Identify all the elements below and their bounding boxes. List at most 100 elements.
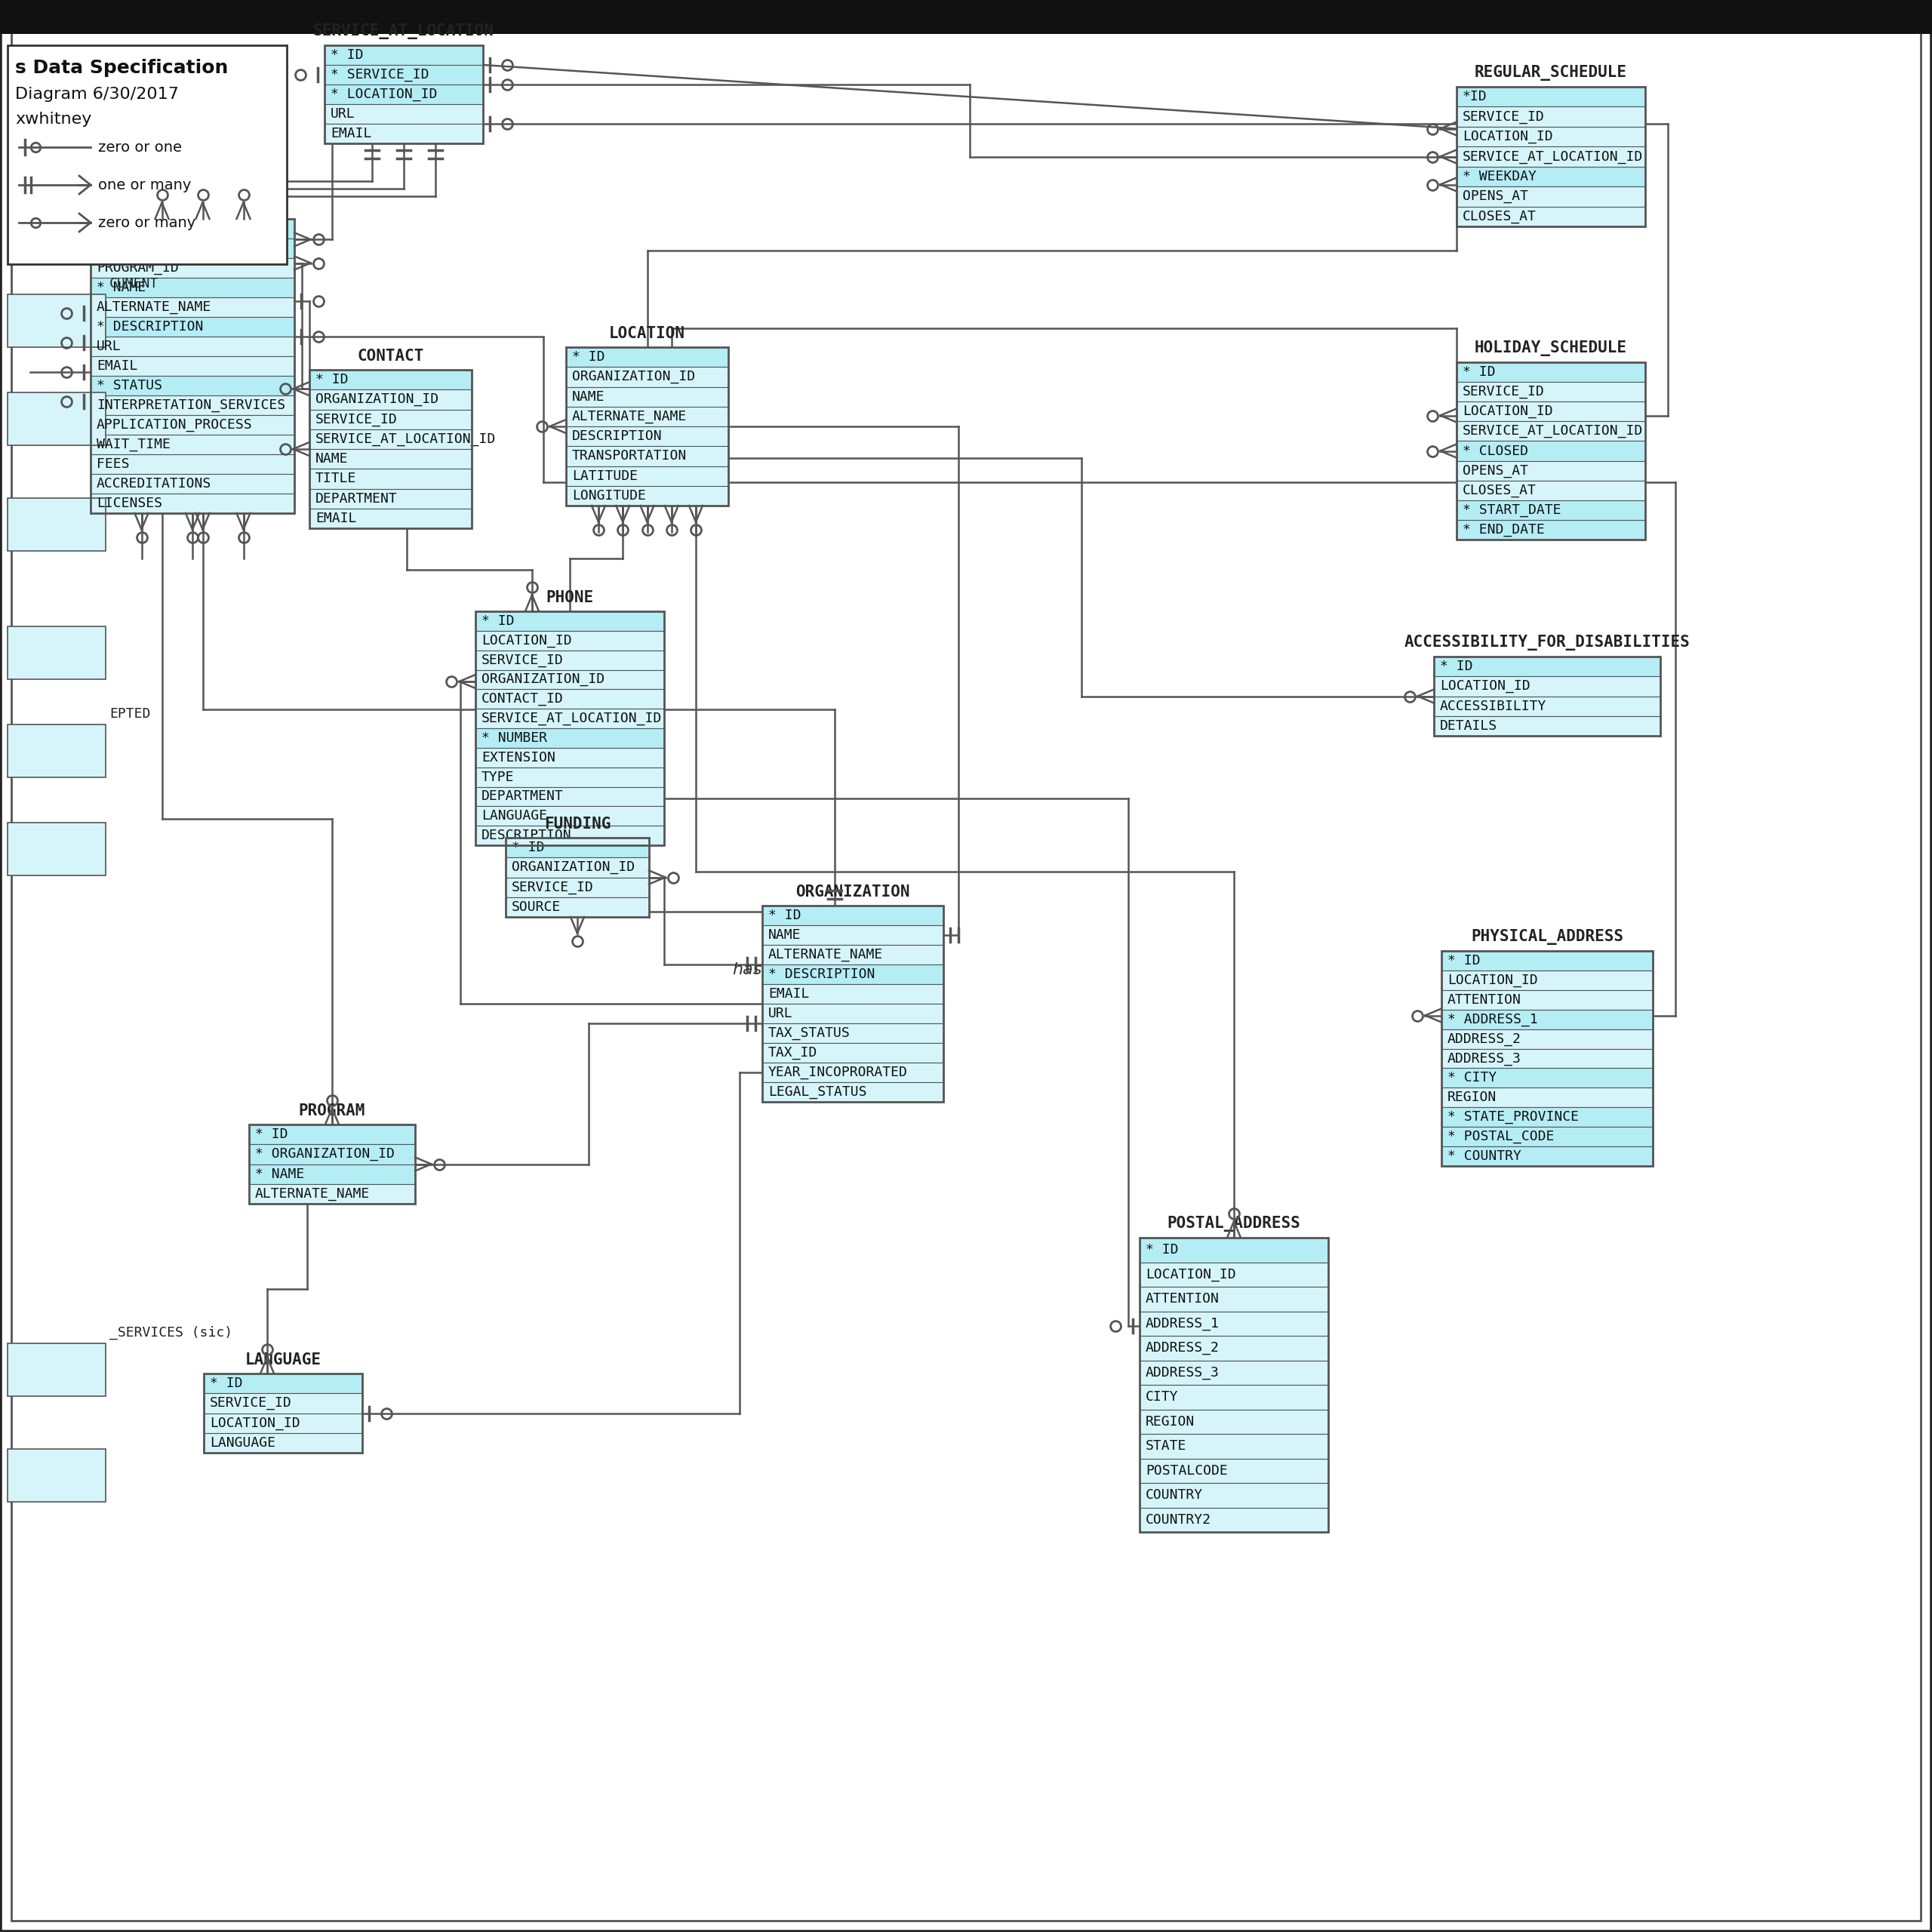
Bar — [475, 825, 665, 846]
Bar — [91, 355, 294, 377]
Bar — [763, 945, 943, 964]
Text: NAME: NAME — [769, 927, 802, 943]
Text: SERVICE_AT_LOCATION_ID: SERVICE_AT_LOCATION_ID — [481, 711, 663, 724]
Text: DETAILS: DETAILS — [1439, 719, 1497, 732]
Bar — [8, 1343, 106, 1397]
Text: * START_DATE: * START_DATE — [1463, 502, 1561, 518]
Bar — [1441, 951, 1652, 970]
Text: ORGANIZATION_ID: ORGANIZATION_ID — [512, 860, 636, 873]
Text: * ID: * ID — [1146, 1242, 1179, 1256]
Bar — [1441, 1107, 1652, 1126]
Bar — [763, 1005, 943, 1024]
Text: xwhitney: xwhitney — [15, 112, 91, 128]
Text: * ID: * ID — [481, 614, 514, 628]
Text: *ID: *ID — [1463, 91, 1488, 104]
Bar — [1140, 1238, 1329, 1532]
Bar — [1457, 106, 1646, 128]
Bar — [1441, 1049, 1652, 1068]
Text: TRANSPORTATION: TRANSPORTATION — [572, 450, 688, 464]
Bar — [475, 651, 665, 670]
Bar — [1457, 481, 1646, 500]
Bar — [763, 1043, 943, 1063]
Text: LANGUAGE: LANGUAGE — [245, 1352, 321, 1368]
Bar — [249, 1144, 415, 1165]
Bar — [1434, 676, 1660, 696]
Bar — [1457, 147, 1646, 166]
Bar — [1441, 1010, 1652, 1030]
Text: LOCATION_ID: LOCATION_ID — [1439, 680, 1530, 694]
Text: zero or one: zero or one — [99, 139, 182, 155]
Text: URL: URL — [97, 340, 122, 354]
Text: EMAIL: EMAIL — [97, 359, 137, 373]
Text: HOLIDAY_SCHEDULE: HOLIDAY_SCHEDULE — [1474, 340, 1627, 355]
Bar — [203, 1374, 363, 1393]
Bar — [91, 317, 294, 336]
Text: * ORGANIZATION_ID: * ORGANIZATION_ID — [97, 242, 236, 255]
Bar — [1457, 421, 1646, 440]
Bar — [506, 858, 649, 877]
Text: ACCREDITATIONS: ACCREDITATIONS — [97, 477, 211, 491]
Bar — [1434, 717, 1660, 736]
Bar — [1457, 87, 1646, 106]
Bar — [309, 489, 471, 508]
Bar — [325, 124, 483, 143]
Bar — [475, 690, 665, 709]
Bar — [1441, 1146, 1652, 1167]
Text: CUMENT: CUMENT — [110, 276, 158, 290]
Bar — [566, 406, 728, 427]
Bar — [8, 498, 106, 551]
Bar — [203, 1412, 363, 1434]
Bar — [1457, 500, 1646, 520]
Text: * NUMBER: * NUMBER — [481, 730, 547, 746]
Bar — [325, 44, 483, 66]
Bar — [203, 1434, 363, 1453]
Text: SERVICE: SERVICE — [158, 197, 226, 213]
Bar — [91, 218, 294, 514]
Bar — [91, 259, 294, 278]
Bar — [325, 104, 483, 124]
Bar — [203, 1374, 363, 1453]
Bar — [1140, 1459, 1329, 1484]
Text: LOCATION_ID: LOCATION_ID — [211, 1416, 299, 1430]
Text: INTERPRETATION_SERVICES: INTERPRETATION_SERVICES — [97, 398, 286, 412]
Text: SOURCE: SOURCE — [512, 900, 560, 914]
Text: DEPARTMENT: DEPARTMENT — [315, 493, 398, 506]
Text: REGULAR_SCHEDULE: REGULAR_SCHEDULE — [1474, 66, 1627, 81]
Bar — [1140, 1360, 1329, 1385]
Text: ORGANIZATION: ORGANIZATION — [796, 885, 910, 900]
Text: Diagram 6/30/2017: Diagram 6/30/2017 — [15, 87, 180, 102]
Text: CLOSES_AT: CLOSES_AT — [1463, 483, 1536, 497]
Bar — [475, 611, 665, 630]
Text: * DESCRIPTION: * DESCRIPTION — [769, 968, 875, 981]
Bar — [309, 448, 471, 469]
Text: TAX_ID: TAX_ID — [769, 1045, 817, 1059]
Text: * CITY: * CITY — [1447, 1070, 1497, 1084]
Bar — [249, 1124, 415, 1204]
Bar — [1140, 1507, 1329, 1532]
Bar — [475, 806, 665, 825]
Bar — [475, 767, 665, 786]
Text: ORGANIZATION_ID: ORGANIZATION_ID — [572, 371, 696, 384]
Text: EMAIL: EMAIL — [315, 512, 357, 526]
Bar — [8, 294, 106, 348]
Bar — [1457, 187, 1646, 207]
Bar — [475, 670, 665, 690]
Bar — [1457, 207, 1646, 226]
Bar — [8, 724, 106, 777]
Bar — [1457, 363, 1646, 383]
Bar — [8, 823, 106, 875]
Bar — [1457, 440, 1646, 460]
Bar — [91, 218, 294, 238]
Text: SERVICE_AT_LOCATION_ID: SERVICE_AT_LOCATION_ID — [315, 433, 497, 446]
Text: REGION: REGION — [1146, 1414, 1194, 1428]
Bar — [1140, 1335, 1329, 1360]
Bar — [91, 473, 294, 493]
Text: SERVICE_ID: SERVICE_ID — [512, 881, 593, 895]
Bar — [1441, 989, 1652, 1010]
Text: * ID: * ID — [255, 1128, 288, 1142]
Text: NAME: NAME — [315, 452, 348, 466]
Bar — [0, 0, 1932, 35]
Text: TAX_STATUS: TAX_STATUS — [769, 1026, 850, 1039]
Bar — [763, 906, 943, 925]
Text: SERVICE_ID: SERVICE_ID — [1463, 110, 1546, 124]
